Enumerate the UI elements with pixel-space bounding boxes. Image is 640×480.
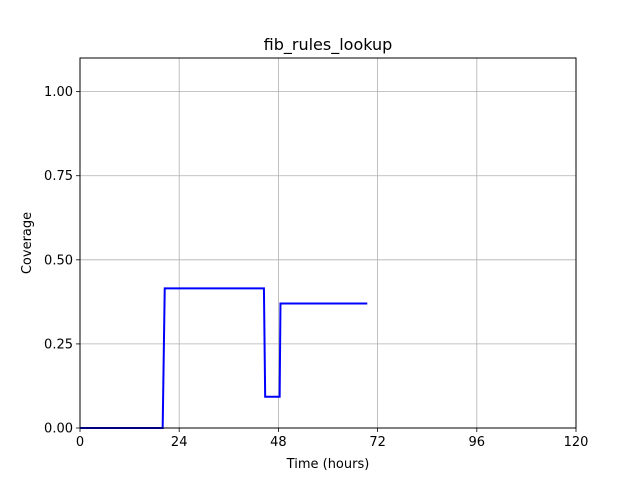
x-tick-label: 48 [270, 435, 287, 450]
y-tick-label: 0.00 [44, 422, 73, 437]
series-line [80, 287, 368, 429]
grid-lines [79, 58, 577, 429]
axis-ticks: 0 24 48 72 96 120 0.00 0.25 0.50 0.75 1.00 [44, 85, 588, 450]
x-tick-label: 96 [469, 435, 486, 450]
x-tick-label: 72 [369, 435, 386, 450]
x-tick-label: 24 [171, 435, 188, 450]
chart-title: fib_rules_lookup [264, 35, 393, 55]
y-axis-label: Coverage [20, 212, 35, 274]
y-tick-label: 0.50 [44, 253, 73, 268]
plot-frame [79, 57, 577, 429]
y-tick-label: 1.00 [44, 85, 73, 100]
y-tick-label: 0.25 [44, 337, 73, 352]
x-tick-label: 0 [76, 435, 84, 450]
x-tick-label: 120 [564, 435, 589, 450]
x-axis-label: Time (hours) [286, 457, 370, 472]
series-layer [80, 287, 368, 429]
y-tick-label: 0.75 [44, 169, 73, 184]
